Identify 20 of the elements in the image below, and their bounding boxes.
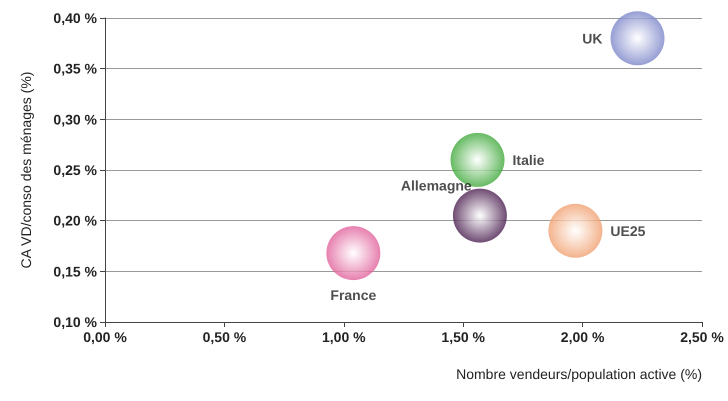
series-label: France xyxy=(330,287,377,304)
y-tick-label: 0,20 % xyxy=(53,212,98,229)
y-tick-label: 0,15 % xyxy=(53,263,98,280)
x-tick-label: 2,50 % xyxy=(680,329,724,345)
series-label: Allemagne xyxy=(400,178,472,194)
y-tick-label: 0,10 % xyxy=(53,314,98,330)
x-axis-title: Nombre vendeurs/population active (%) xyxy=(456,366,702,382)
y-tick-label: 0,25 % xyxy=(53,162,98,178)
y-tick-label: 0,30 % xyxy=(53,111,98,128)
y-tick-label: 0,40 % xyxy=(53,10,98,26)
x-tick-label: 0,00 % xyxy=(83,329,128,345)
series-label: UK xyxy=(582,30,603,46)
x-tick-label: 0,50 % xyxy=(202,329,247,345)
y-tick-label: 0,35 % xyxy=(53,60,98,77)
y-axis-title: CA VD/conso des ménages (%) xyxy=(18,72,34,268)
x-tick-label: 1,00 % xyxy=(322,329,366,345)
series-label: UE25 xyxy=(610,222,646,239)
x-tick-label: 1,50 % xyxy=(441,329,486,345)
series-label: Italie xyxy=(512,152,545,168)
x-tick-label: 2,00 % xyxy=(560,329,605,345)
